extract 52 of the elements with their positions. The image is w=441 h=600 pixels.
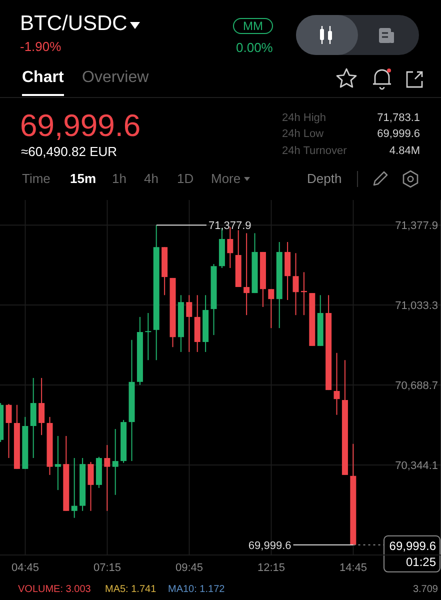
ref-line-label: 69,999.6 <box>389 538 436 553</box>
candlestick <box>88 461 94 512</box>
x-tick-label: 07:15 <box>93 562 122 574</box>
text: MA10: 1.172 <box>168 584 225 595</box>
text: ≈60,490.82 EUR <box>21 144 118 159</box>
text: 15m <box>70 171 96 186</box>
candlestick <box>54 435 61 491</box>
text: VOLUME: 3.003 <box>18 584 91 595</box>
text: 1h <box>112 171 126 186</box>
annotation: 69,999.6 <box>248 540 292 552</box>
candlestick <box>334 352 340 416</box>
candlestick <box>30 377 36 459</box>
chart-title: BTC/USDC <box>20 12 128 36</box>
text: Chart <box>22 69 64 87</box>
text: 24h Turnover <box>282 145 347 157</box>
candlestick <box>38 377 45 436</box>
x-tick-label: 14:45 <box>339 562 368 574</box>
text: Overview <box>82 69 149 87</box>
y-tick-label: 71,377.9 <box>395 220 438 232</box>
text: 4h <box>144 171 158 186</box>
candlestick <box>244 232 250 316</box>
y-tick-label: 70,344.1 <box>395 460 438 472</box>
text: 71,783.1 <box>377 112 420 124</box>
text: 4.84M <box>389 145 420 157</box>
candlestick <box>145 312 152 361</box>
text: More <box>211 171 241 186</box>
text: 69,999.6 <box>20 108 141 144</box>
text: 69,999.6 <box>377 128 420 140</box>
y-tick-label: 70,688.7 <box>395 380 438 392</box>
text: 0.00% <box>236 40 273 55</box>
text: MA5: 1.741 <box>105 584 156 595</box>
candlestick <box>71 458 78 518</box>
text: 24h High <box>282 112 326 124</box>
x-tick-label: 04:45 <box>11 562 40 574</box>
candlestick <box>186 294 192 352</box>
candlestick <box>292 252 299 316</box>
text: MM <box>233 18 273 34</box>
candlestick <box>104 444 110 512</box>
candlestick <box>112 428 118 496</box>
text: 3.709 <box>412 584 438 595</box>
text: 24h Low <box>282 128 324 140</box>
annotation: 01:25 <box>406 554 436 569</box>
candlestick <box>6 403 12 459</box>
text: Time <box>22 171 50 186</box>
y-tick-label: 71,033.3 <box>395 300 438 312</box>
text: Depth <box>307 171 342 186</box>
text: 1D <box>177 171 194 186</box>
x-tick-label: 12:15 <box>257 562 286 574</box>
candlestick <box>268 288 274 329</box>
chart-subtitle: -1.90% <box>20 39 62 54</box>
annotation: 71,377.9 <box>208 220 252 232</box>
x-tick-label: 09:45 <box>175 562 204 574</box>
